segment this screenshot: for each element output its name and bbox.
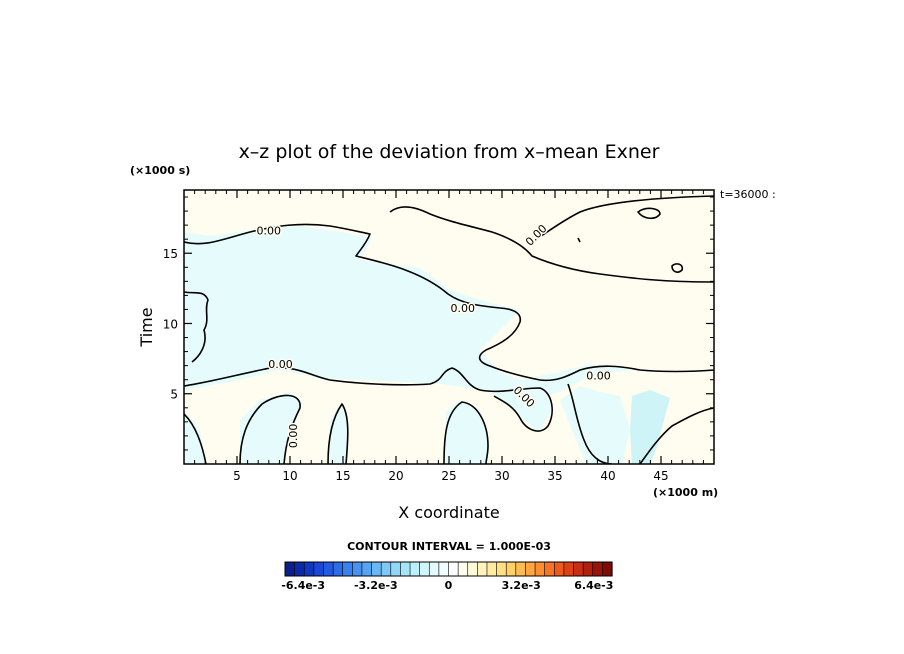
colorbar-swatch [563, 561, 575, 577]
colorbar-swatch [294, 561, 305, 577]
contour-left-wiggle [184, 291, 209, 363]
colorbar-swatch [332, 561, 344, 577]
colorbar-swatch [419, 561, 430, 577]
colorbar-swatch [592, 561, 603, 577]
colorbar-tick-label: 0 [445, 579, 453, 592]
colorbar-swatch [352, 561, 363, 577]
colorbar-swatch [313, 561, 325, 577]
colorbar-swatch [342, 561, 353, 577]
contour-lower-main [184, 366, 553, 432]
colorbar-swatch [486, 561, 498, 577]
negative-core-region [630, 390, 670, 464]
contour-right-bottom [567, 383, 714, 464]
colorbar-tick-label: 3.2e-3 [502, 579, 541, 592]
colorbar-swatch [323, 561, 334, 577]
contour-tick-blob [577, 237, 581, 243]
contour-top-arc [531, 195, 714, 243]
colorbar-swatch [573, 561, 584, 577]
contour-blob-left-2 [239, 394, 301, 464]
colorbar-swatch [284, 561, 296, 577]
x-tick-label: 5 [233, 469, 241, 483]
contour-upper [184, 223, 714, 382]
contour-blob-mid [327, 403, 349, 464]
colorbar-swatch [525, 561, 536, 577]
chart-title: x–z plot of the deviation from x–mean Ex… [239, 141, 660, 163]
colorbar-swatch [515, 561, 527, 577]
colorbar-swatch [544, 561, 555, 577]
shaded-regions [184, 190, 714, 464]
x-unit-label: (×1000 m) [653, 486, 718, 499]
x-tick-label: 40 [600, 469, 615, 483]
time-label: t=36000 : [720, 188, 776, 201]
x-tick-label: 25 [441, 469, 456, 483]
colorbar-tick-label: 6.4e-3 [574, 579, 613, 592]
x-axis-label: X coordinate [398, 503, 499, 522]
negative-region-blob-3 [444, 400, 488, 464]
zero-contours [184, 195, 714, 464]
y-axis-label: Time [137, 307, 156, 347]
x-tick-label: 20 [388, 469, 403, 483]
x-tick-label: 15 [335, 469, 350, 483]
colorbar-swatch [390, 561, 402, 577]
contour-label: 0.00 [268, 358, 293, 371]
contour-label: 0.00 [257, 225, 282, 238]
colorbar-swatch [582, 561, 594, 577]
x-tick-label: 10 [282, 469, 297, 483]
x-tick-label: 35 [547, 469, 562, 483]
colorbar-swatch [400, 561, 411, 577]
colorbar-swatch [380, 561, 392, 577]
colorbar-frame [284, 561, 613, 577]
colorbar-ticks: -6.4e-3 -3.2e-3 0 3.2e-3 6.4e-3 [281, 579, 613, 592]
y-tick-label: 10 [163, 317, 178, 331]
negative-region-blob-4 [490, 384, 552, 432]
x-tick-label: 45 [653, 469, 668, 483]
colorbar-swatch [448, 561, 459, 577]
colorbar-tick-label: -3.2e-3 [354, 579, 398, 592]
negative-region-blob-5 [560, 386, 630, 464]
contour-left-edge [184, 413, 207, 464]
colorbar-swatch [553, 561, 565, 577]
contour-label: 0.00 [451, 302, 476, 315]
contour-blob-right [443, 401, 489, 464]
colorbar-swatch [371, 561, 382, 577]
contour-label: 0.00 [586, 369, 611, 382]
contour-small-loop-1 [637, 207, 661, 220]
colorbar-swatch [505, 561, 517, 577]
colorbar-tick-label: -6.4e-3 [281, 579, 325, 592]
x-tick-label: 30 [494, 469, 509, 483]
colorbar-swatch [477, 561, 488, 577]
colorbar-swatch [467, 561, 478, 577]
contour-interval-text: CONTOUR INTERVAL = 1.000E-03 [347, 540, 551, 553]
contour-small-loop-2 [671, 263, 684, 273]
colorbar-swatch [534, 561, 546, 577]
colorbar [284, 561, 613, 577]
colorbar-swatch [303, 561, 315, 577]
negative-region-bottom-left [184, 410, 205, 464]
y-tick-label: 5 [170, 388, 178, 402]
colorbar-swatch [496, 561, 507, 577]
colorbar-swatch [457, 561, 469, 577]
colorbar-swatch [602, 561, 613, 577]
colorbar-swatch [438, 561, 450, 577]
axes: 5 10 15 20 25 30 35 40 45 5 10 15 [163, 190, 714, 483]
y-tick-label: 15 [163, 247, 178, 261]
colorbar-swatch [361, 561, 373, 577]
colorbar-swatch [409, 561, 421, 577]
contour-top-loop [389, 206, 714, 283]
y-unit-label: (×1000 s) [130, 164, 190, 177]
contour-label: 0.00 [287, 424, 300, 449]
colorbar-swatch [428, 561, 440, 577]
negative-region-blob-2 [328, 404, 348, 464]
